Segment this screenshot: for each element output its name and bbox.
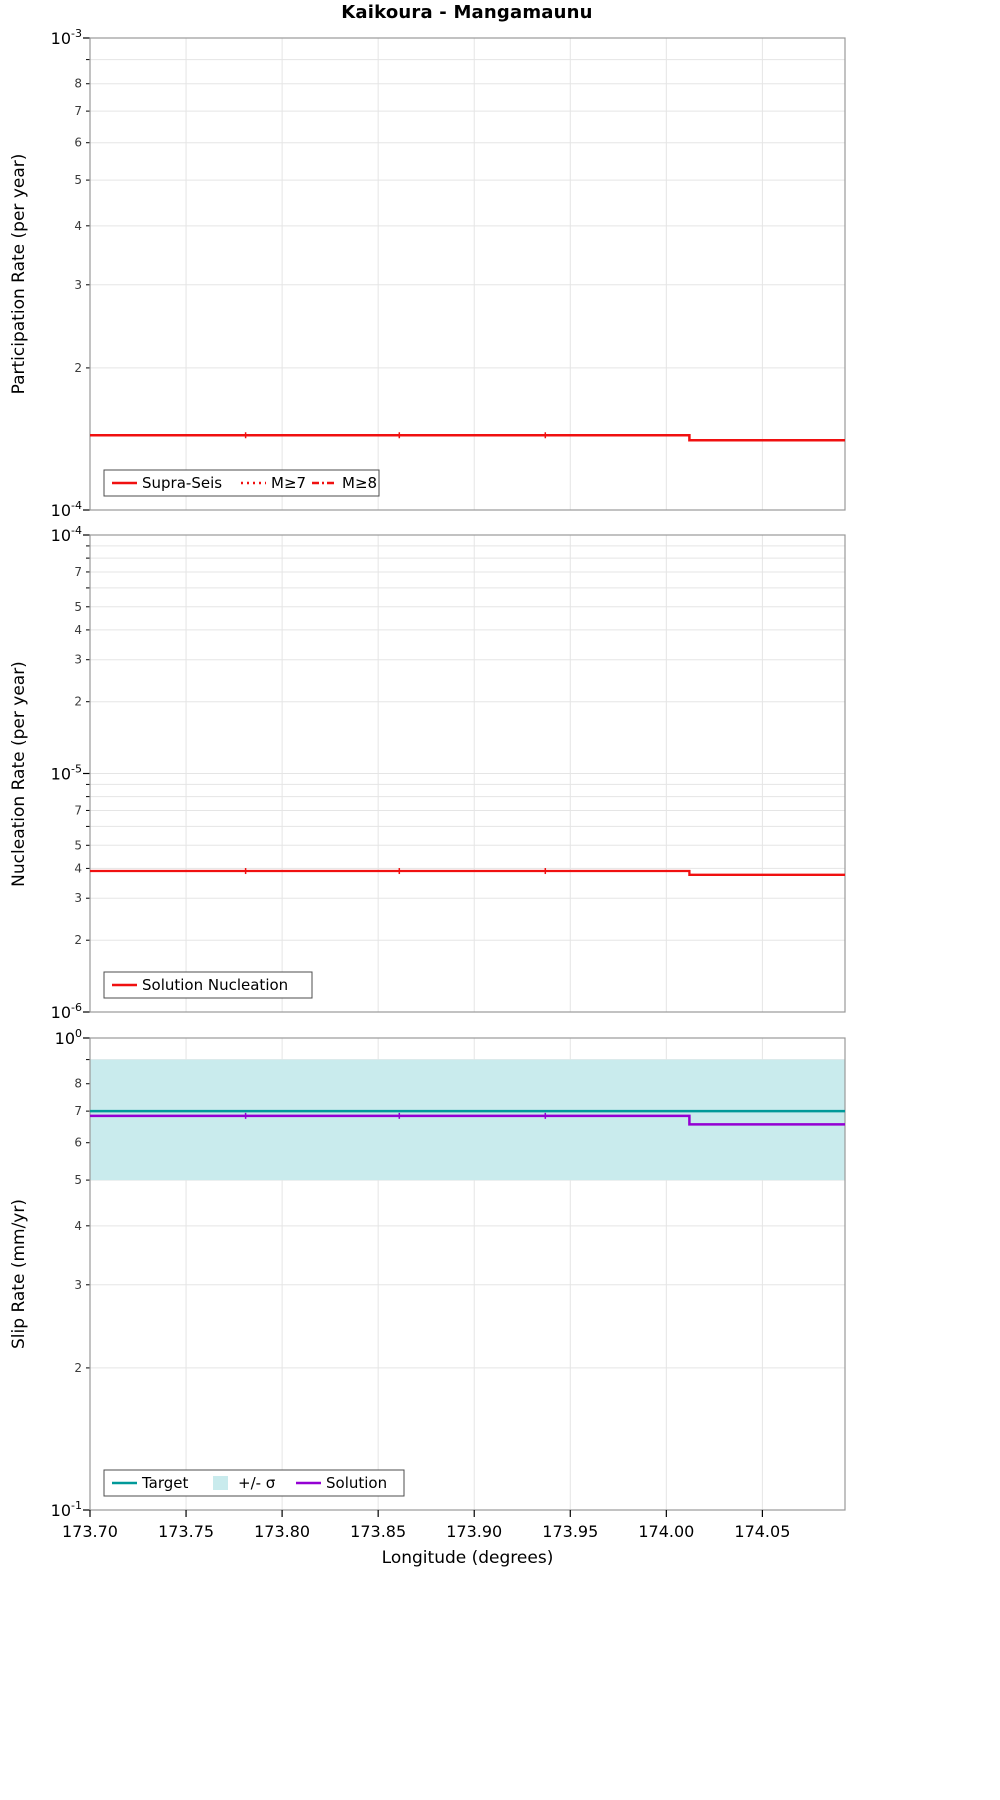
panel-slip-rate: 10-1 2 3 4 5 6 7 8 100 Target +/- σ Solution 173.70 1…	[51, 1027, 846, 1541]
y-major-tick-label: 10-1	[51, 1499, 82, 1520]
y-minor-tick-label: 7	[74, 803, 82, 817]
y-minor-tick-label: 6	[74, 136, 82, 150]
legend-label-solution-nucleation: Solution Nucleation	[142, 976, 288, 994]
x-tick-label: 173.95	[542, 1522, 598, 1541]
plot-frame	[89, 534, 846, 1013]
y-minor-tick-label: 8	[74, 77, 82, 91]
y-minor-tick-label: 2	[74, 695, 82, 709]
x-tick-label: 173.90	[446, 1522, 502, 1541]
chart-title: Kaikoura - Mangamaunu	[341, 2, 593, 23]
x-tick-label: 174.00	[638, 1522, 694, 1541]
legend-label-m-8: M≥8	[342, 474, 377, 492]
panel-participation: 10-4 2 3 4 5 6 7 8 10-3 Supra-Seis M≥7 M≥8	[51, 27, 846, 520]
x-tick-label: 173.80	[254, 1522, 310, 1541]
plot-frame	[89, 1037, 846, 1511]
y-major-tick-label: 10-5	[51, 763, 82, 784]
y-minor-tick-label: 7	[74, 565, 82, 579]
y-minor-tick-label: 2	[74, 361, 82, 375]
legend-label-supra-seis: Supra-Seis	[142, 474, 222, 492]
y-minor-tick-label: 8	[74, 1077, 82, 1091]
legend-label-solution: Solution	[326, 1474, 387, 1492]
y-minor-tick-label: 4	[74, 219, 82, 233]
y-minor-tick-label: 2	[74, 933, 82, 947]
panel-nucleation: 10-6 2 3 4 5 7 10-5 2 3 4 5 7 10-4 Solution Nucleatio…	[51, 524, 846, 1022]
y-minor-tick-label: 3	[74, 891, 82, 905]
y-major-tick-label: 10-4	[51, 524, 82, 545]
legend-label-m-7: M≥7	[271, 474, 306, 492]
y-minor-tick-label: 7	[74, 1104, 82, 1118]
legend: Supra-Seis M≥7 M≥8	[103, 469, 380, 497]
legend: Solution Nucleation	[103, 971, 313, 999]
legend-label-target: Target	[141, 1474, 189, 1492]
y-minor-tick-label: 5	[74, 173, 82, 187]
x-tick-label: 173.70	[62, 1522, 118, 1541]
y-minor-tick-label: 3	[74, 1278, 82, 1292]
x-tick-label: 174.05	[734, 1522, 790, 1541]
y-minor-tick-label: 6	[74, 1136, 82, 1150]
legend-label-: +/- σ	[238, 1474, 276, 1492]
plot-frame	[89, 37, 846, 511]
legend-swatch-	[213, 1476, 228, 1490]
y-major-tick-label: 100	[55, 1027, 82, 1048]
y-minor-tick-label: 5	[74, 1173, 82, 1187]
y-minor-tick-label: 3	[74, 278, 82, 292]
y-major-tick-label: 10-4	[51, 499, 82, 520]
series-supra-seis	[90, 434, 845, 442]
y-major-tick-label: 10-6	[51, 1001, 82, 1022]
legend: Target +/- σ Solution	[103, 1469, 405, 1497]
y-minor-tick-label: 5	[74, 838, 82, 852]
x-tick-label: 173.75	[158, 1522, 214, 1541]
x-axis-label: Longitude (degrees)	[381, 1548, 554, 1568]
y-major-tick-label: 10-3	[51, 27, 82, 48]
series-solution	[90, 1114, 845, 1126]
y-minor-tick-label: 3	[74, 653, 82, 667]
y-minor-tick-label: 7	[74, 104, 82, 118]
series-solution-nucleation	[90, 869, 845, 876]
y-minor-tick-label: 4	[74, 861, 82, 875]
y-minor-tick-label: 4	[74, 623, 82, 637]
y-minor-tick-label: 2	[74, 1361, 82, 1375]
sigma-band	[90, 1059, 845, 1181]
y-minor-tick-label: 5	[74, 600, 82, 614]
y-minor-tick-label: 4	[74, 1219, 82, 1233]
x-tick-label: 173.85	[350, 1522, 406, 1541]
